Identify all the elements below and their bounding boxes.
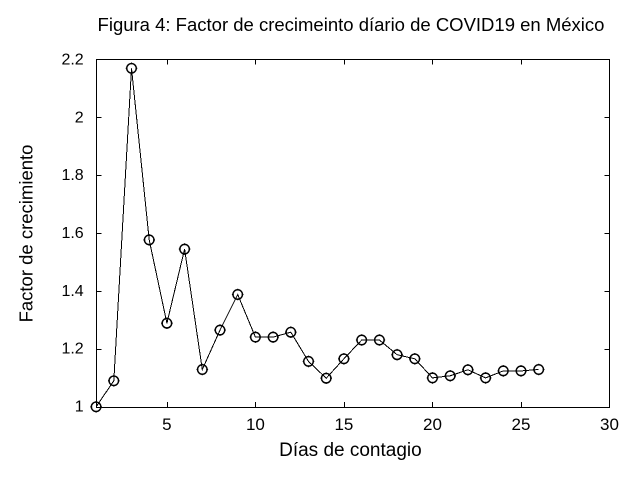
svg-text:Figura 4: Factor de crecimeint: Figura 4: Factor de crecimeinto díario d… [98, 14, 605, 35]
svg-text:1.4: 1.4 [61, 283, 83, 300]
svg-text:1: 1 [75, 399, 84, 416]
svg-text:5: 5 [162, 415, 171, 434]
svg-text:25: 25 [512, 415, 531, 434]
svg-text:20: 20 [423, 415, 442, 434]
svg-text:1.8: 1.8 [61, 167, 83, 184]
svg-text:Días de contagio: Días de contagio [279, 440, 422, 461]
svg-text:2: 2 [75, 109, 84, 126]
svg-text:10: 10 [246, 415, 265, 434]
svg-text:30: 30 [600, 415, 619, 434]
svg-text:Factor de crecimiento: Factor de crecimiento [15, 145, 36, 323]
svg-text:2.2: 2.2 [61, 51, 83, 68]
svg-text:1.6: 1.6 [61, 225, 83, 242]
svg-text:15: 15 [334, 415, 353, 434]
svg-text:1.2: 1.2 [61, 341, 83, 358]
